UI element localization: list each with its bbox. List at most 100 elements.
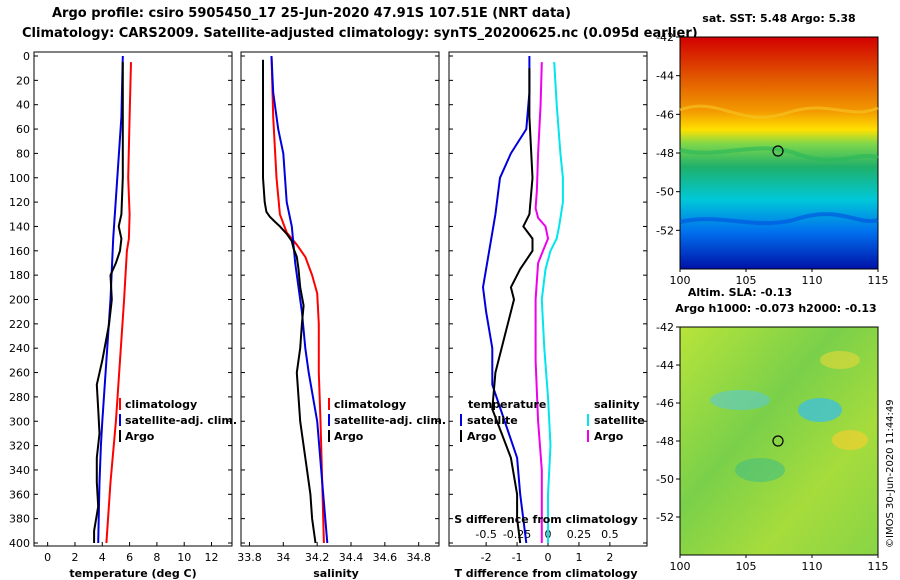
map-y-tick-label: -46 bbox=[656, 108, 674, 121]
series-line-salinity-satellite bbox=[540, 62, 564, 543]
x-tick-label: 12 bbox=[205, 551, 219, 564]
t-difference-xlabel: T difference from climatology bbox=[454, 567, 637, 580]
y-tick-label: 280 bbox=[9, 391, 30, 404]
legend-climatology: climatology bbox=[125, 398, 197, 411]
sst-front-3 bbox=[679, 212, 879, 226]
y-tick-label: 300 bbox=[9, 415, 30, 428]
salinity-frame bbox=[240, 51, 440, 547]
x-tick-label: 33.8 bbox=[237, 551, 262, 564]
x-tick-label: 34.8 bbox=[406, 551, 431, 564]
map-y-tick-label: -42 bbox=[656, 321, 674, 334]
legend-s-argo: Argo bbox=[594, 430, 624, 443]
sst-front-2 bbox=[679, 146, 879, 162]
x2-tick-label: 0.25 bbox=[567, 528, 592, 541]
y-tick-label: 140 bbox=[9, 220, 30, 233]
map-x-tick-label: 100 bbox=[670, 274, 691, 287]
map-y-tick-label: -52 bbox=[656, 511, 674, 524]
map-x-tick-label: 105 bbox=[736, 274, 757, 287]
sst-argo-marker bbox=[772, 145, 784, 157]
y-tick-label: 360 bbox=[9, 488, 30, 501]
legend-argo: Argo bbox=[125, 430, 155, 443]
legend-satellite: satellite-adj. clim. bbox=[334, 414, 446, 427]
x-tick-label: 34 bbox=[276, 551, 290, 564]
y-tick-label: 220 bbox=[9, 318, 30, 331]
y-tick-label: 120 bbox=[9, 196, 30, 209]
sla-eddy-4 bbox=[735, 458, 785, 482]
map-y-tick-label: -48 bbox=[656, 147, 674, 160]
legend-t-argo: Argo bbox=[467, 430, 497, 443]
title-line-1: Argo profile: csiro 5905450_17 25-Jun-20… bbox=[52, 6, 571, 21]
imos-stamp: ©IMOS 30-Jun-2020 11:44:49 bbox=[885, 399, 896, 548]
legend-t-satellite: satellite bbox=[467, 414, 518, 427]
map-x-tick-label: 105 bbox=[736, 560, 757, 573]
difference-panel: -2 -1 0 1 2 -0.5 -0.25 0 0.25 0.5 T difference f… bbox=[448, 51, 648, 580]
temperature-frame bbox=[33, 51, 233, 547]
map-y-tick-label: -42 bbox=[656, 31, 674, 44]
series-line-temperature-argo bbox=[491, 68, 534, 544]
sla-map: Altim. SLA: -0.13 Argo h1000: -0.073 h20… bbox=[656, 286, 888, 573]
y-tick-label: 200 bbox=[9, 294, 30, 307]
x-tick-label: 34.6 bbox=[373, 551, 398, 564]
sla-map-title-1: Altim. SLA: -0.13 bbox=[688, 286, 792, 299]
y-tick-label: 60 bbox=[16, 123, 30, 136]
x-tick-label: 8 bbox=[153, 551, 160, 564]
x-tick-label: 2 bbox=[71, 551, 78, 564]
sla-eddy-5 bbox=[820, 351, 860, 369]
salinity-legend: climatology satellite-adj. clim. Argo bbox=[328, 398, 446, 443]
map-y-tick-label: -44 bbox=[656, 70, 674, 83]
x-tick-label: 34.2 bbox=[305, 551, 330, 564]
title-line-2: Climatology: CARS2009. Satellite-adjuste… bbox=[22, 26, 698, 41]
sla-eddy-1 bbox=[798, 398, 842, 422]
temperature-panel: 0204060801001201401601802002202402602803… bbox=[9, 50, 237, 580]
legend-temperature-title: temperature bbox=[468, 398, 546, 411]
series-line-temperature-satellite bbox=[482, 56, 531, 544]
legend-s-satellite: satellite bbox=[594, 414, 645, 427]
map-y-tick-label: -50 bbox=[656, 186, 674, 199]
map-x-tick-label: 100 bbox=[670, 560, 691, 573]
x-tick-label: -2 bbox=[481, 551, 492, 564]
sst-front-1 bbox=[679, 104, 879, 119]
x-tick-label: 2 bbox=[606, 551, 613, 564]
series-line-argo bbox=[262, 59, 317, 544]
sla-eddy-2 bbox=[710, 390, 770, 410]
sla-argo-marker bbox=[772, 435, 784, 447]
salinity-xlabel: salinity bbox=[313, 567, 359, 580]
y-tick-label: 320 bbox=[9, 440, 30, 453]
x-tick-label: 4 bbox=[99, 551, 106, 564]
map-y-tick-label: -48 bbox=[656, 435, 674, 448]
x-tick-label: 10 bbox=[177, 551, 191, 564]
sst-map: sat. SST: 5.48 Argo: 5.38 -42 -44 -46 -48 -5… bbox=[656, 12, 888, 287]
map-y-tick-label: -46 bbox=[656, 397, 674, 410]
series-line-climatology bbox=[105, 62, 132, 544]
series-line-salinity-argo bbox=[534, 62, 549, 543]
y-tick-label: 400 bbox=[9, 537, 30, 550]
y-tick-label: 160 bbox=[9, 245, 30, 258]
map-y-tick-label: -50 bbox=[656, 473, 674, 486]
y-tick-label: 380 bbox=[9, 513, 30, 526]
y-tick-label: 260 bbox=[9, 367, 30, 380]
y-tick-label: 0 bbox=[23, 50, 30, 63]
y-tick-label: 80 bbox=[16, 147, 30, 160]
map-y-tick-label: -44 bbox=[656, 359, 674, 372]
map-x-tick-label: 115 bbox=[868, 274, 889, 287]
sla-eddy-3 bbox=[832, 430, 868, 450]
legend-climatology: climatology bbox=[334, 398, 406, 411]
x-tick-label: 0 bbox=[44, 551, 51, 564]
x-tick-label: -1 bbox=[512, 551, 523, 564]
x2-tick-label: -0.25 bbox=[503, 528, 531, 541]
series-line-satellite-adj-clim- bbox=[270, 55, 329, 544]
y-tick-label: 40 bbox=[16, 99, 30, 112]
y-tick-label: 20 bbox=[16, 74, 30, 87]
difference-legend: temperature satellite Argo salinity sate… bbox=[460, 398, 645, 443]
x-tick-label: 0 bbox=[545, 551, 552, 564]
series-line-climatology bbox=[270, 55, 325, 544]
legend-satellite: satellite-adj. clim. bbox=[125, 414, 237, 427]
map-x-tick-label: 110 bbox=[802, 560, 823, 573]
salinity-panel: 33.8 34 34.2 34.4 34.6 34.8 salinity climatol… bbox=[237, 51, 446, 580]
x2-tick-label: 0.5 bbox=[601, 528, 619, 541]
x2-tick-label: -0.5 bbox=[475, 528, 496, 541]
s-difference-xlabel: S difference from climatology bbox=[454, 513, 638, 526]
y-tick-label: 100 bbox=[9, 172, 30, 185]
map-y-tick-label: -52 bbox=[656, 224, 674, 237]
